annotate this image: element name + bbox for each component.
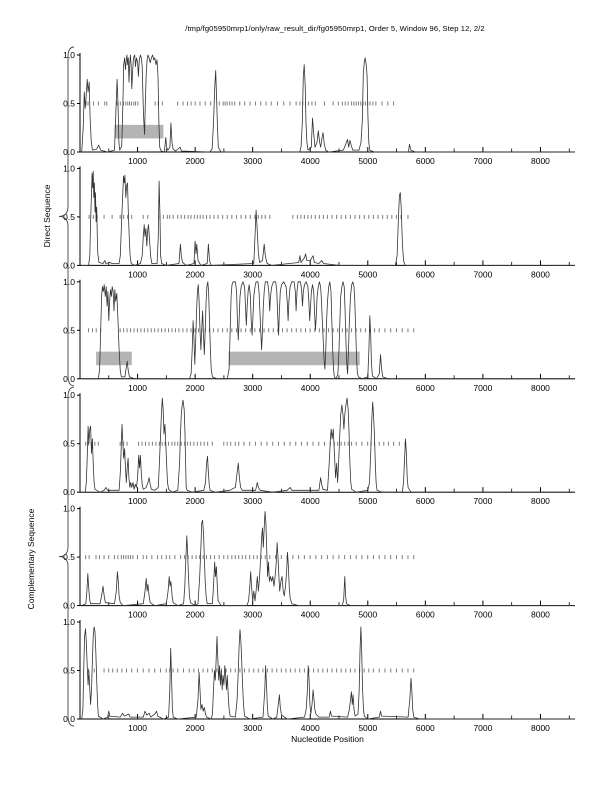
x-tick-label: 5000 — [358, 723, 377, 733]
panel-direct-frame-3: 0.0 0.5 1.0 1000 2000 3000 4000 5000 6000 7000 800… — [63, 277, 575, 393]
x-tick-label: 3000 — [243, 383, 262, 393]
x-tick-label: 1000 — [128, 723, 147, 733]
x-tick-label: 8000 — [531, 723, 550, 733]
probability-curve — [81, 281, 575, 380]
y-tick-label: 0.0 — [63, 147, 75, 157]
x-tick-label: 1000 — [128, 383, 147, 393]
x-tick-label: 8000 — [531, 496, 550, 506]
y-tick-label: 0.5 — [63, 666, 75, 676]
x-tick-label: 4000 — [301, 383, 320, 393]
x-tick-label: 7000 — [473, 269, 492, 279]
x-tick-label: 6000 — [416, 269, 435, 279]
x-tick-label: 6000 — [416, 723, 435, 733]
x-tick-label: 7000 — [473, 610, 492, 620]
panel-complementary-frame-2: 0.0 0.5 1.0 1000 2000 3000 4000 5000 6000 7000 800… — [63, 504, 575, 620]
y-tick-label: 0.0 — [63, 714, 75, 724]
predicted-region-box — [228, 351, 360, 366]
x-tick-label: 5000 — [358, 269, 377, 279]
group-brace-direct — [58, 46, 75, 387]
y-tick-label: 0.0 — [63, 601, 75, 611]
x-tick-label: 3000 — [243, 269, 262, 279]
x-tick-label: 2000 — [186, 610, 205, 620]
x-tick-label: 6000 — [416, 156, 435, 166]
x-tick-label: 7000 — [473, 156, 492, 166]
x-tick-label: 4000 — [301, 269, 320, 279]
x-tick-label: 3000 — [243, 723, 262, 733]
x-tick-label: 6000 — [416, 610, 435, 620]
panel-direct-frame-1: 0.0 0.5 1.0 1000 2000 3000 4000 5000 6000 7000 800… — [63, 50, 575, 166]
y-tick-label: 1.0 — [63, 504, 75, 514]
x-tick-label: 5000 — [358, 383, 377, 393]
y-tick-label: 0.0 — [63, 374, 75, 384]
panel-complementary-frame-1: 0.0 0.5 1.0 1000 2000 3000 4000 5000 6000 7000 800… — [63, 390, 575, 506]
y-tick-label: 1.0 — [63, 163, 75, 173]
probability-curve — [81, 54, 575, 153]
x-tick-label: 2000 — [186, 156, 205, 166]
x-tick-label: 5000 — [358, 610, 377, 620]
panel-direct-frame-2: 0.0 0.5 1.0 1000 2000 3000 4000 5000 6000 7000 800… — [63, 163, 575, 279]
probability-curve — [81, 626, 575, 720]
x-tick-label: 7000 — [473, 723, 492, 733]
x-tick-label: 1000 — [128, 269, 147, 279]
x-tick-label: 2000 — [186, 269, 205, 279]
y-tick-label: 1.0 — [63, 617, 75, 627]
x-tick-label: 4000 — [301, 496, 320, 506]
x-tick-label: 8000 — [531, 383, 550, 393]
x-axis-title: Nucleotide Position — [291, 734, 364, 744]
y-tick-label: 0.0 — [63, 260, 75, 270]
x-tick-label: 4000 — [301, 610, 320, 620]
x-tick-label: 8000 — [531, 269, 550, 279]
probability-curve — [81, 170, 575, 266]
predicted-region-box — [96, 351, 132, 366]
y-tick-label: 1.0 — [63, 50, 75, 60]
x-tick-label: 1000 — [128, 496, 147, 506]
x-tick-label: 5000 — [358, 496, 377, 506]
x-tick-label: 7000 — [473, 383, 492, 393]
x-tick-label: 1000 — [128, 610, 147, 620]
page-title: /tmp/fg05950mrp1/only/raw_result_dir/fg0… — [185, 24, 485, 33]
x-tick-label: 6000 — [416, 496, 435, 506]
y-tick-label: 1.0 — [63, 390, 75, 400]
x-tick-label: 3000 — [243, 496, 262, 506]
x-tick-label: 2000 — [186, 723, 205, 733]
y-tick-label: 0.5 — [63, 212, 75, 222]
x-tick-label: 4000 — [301, 723, 320, 733]
group-brace-complementary — [58, 386, 75, 727]
x-tick-label: 2000 — [186, 383, 205, 393]
x-tick-label: 8000 — [531, 156, 550, 166]
y-tick-label: 0.0 — [63, 487, 75, 497]
x-tick-label: 8000 — [531, 610, 550, 620]
y-tick-label: 0.5 — [63, 99, 75, 109]
panel-complementary-frame-3: 0.0 0.5 1.0 1000 2000 3000 4000 5000 6000 7000 800… — [63, 617, 575, 733]
y-tick-label: 0.5 — [63, 552, 75, 562]
x-tick-label: 7000 — [473, 496, 492, 506]
y-tick-label: 1.0 — [63, 277, 75, 287]
probability-curve — [81, 397, 575, 493]
x-tick-label: 2000 — [186, 496, 205, 506]
x-tick-label: 5000 — [358, 156, 377, 166]
probability-curve — [81, 511, 575, 606]
x-tick-label: 6000 — [416, 383, 435, 393]
y-tick-label: 0.5 — [63, 325, 75, 335]
x-tick-label: 4000 — [301, 156, 320, 166]
predicted-region-box — [114, 124, 164, 139]
x-tick-label: 1000 — [128, 156, 147, 166]
y-tick-label: 0.5 — [63, 439, 75, 449]
x-tick-label: 3000 — [243, 156, 262, 166]
x-tick-label: 3000 — [243, 610, 262, 620]
